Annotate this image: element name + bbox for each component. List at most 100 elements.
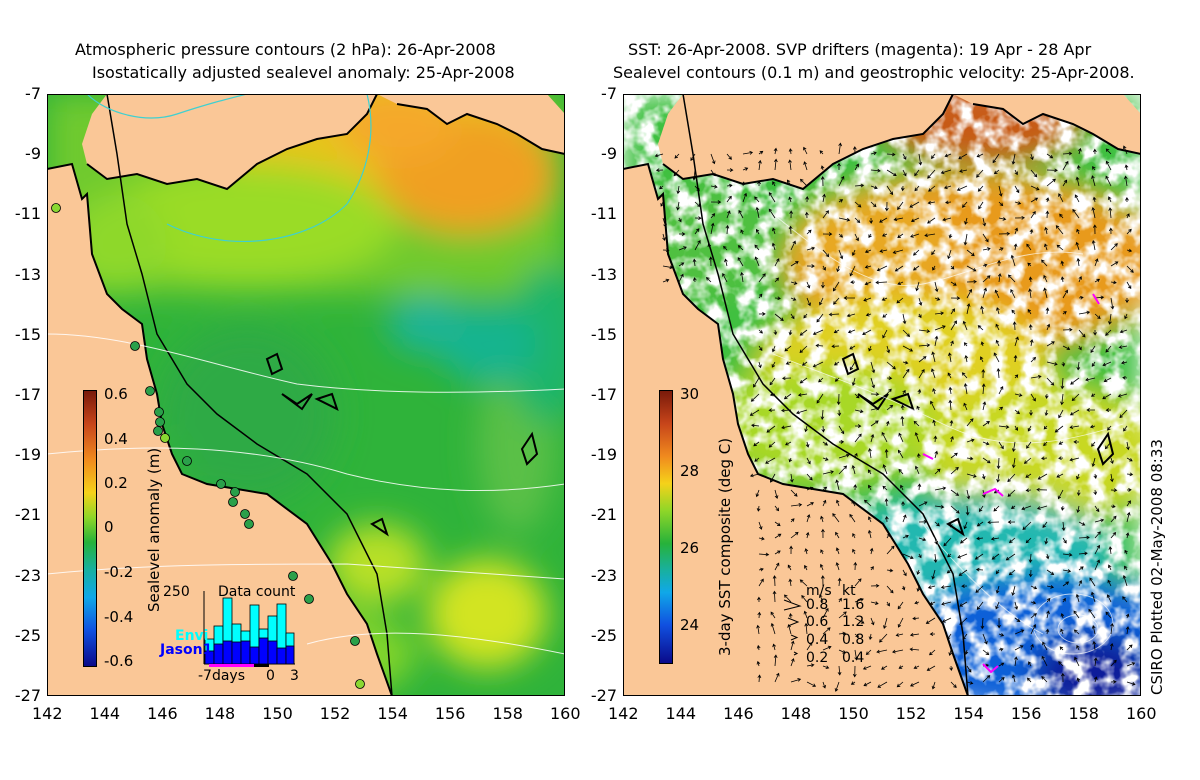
x-tick-label: 154: [953, 704, 984, 723]
velocity-arrow: [851, 500, 856, 507]
velocity-arrow: [976, 601, 984, 611]
velocity-arrow: [918, 356, 927, 363]
x-tick-label: 148: [204, 704, 236, 723]
velocity-arrow: [754, 256, 760, 267]
velocity-arrow: [749, 409, 760, 416]
velocity-arrow: [722, 273, 728, 283]
velocity-arrow: [864, 249, 872, 254]
velocity-arrow: [885, 420, 890, 427]
velocity-arrow: [676, 185, 681, 195]
velocity-arrow: [913, 665, 920, 669]
velocity-arrow: [1007, 473, 1016, 483]
velocity-arrow: [1091, 625, 1096, 635]
velocity-arrow: [822, 210, 829, 219]
velocity-arrow: [757, 674, 762, 683]
velocity-arrow: [932, 419, 936, 427]
x-tick-label: 156: [1010, 704, 1042, 723]
velocity-arrow: [875, 280, 888, 285]
velocity-arrow: [1028, 276, 1033, 283]
velocity-arrow: [1030, 210, 1036, 219]
velocity-arrow: [886, 601, 890, 607]
velocity-arrow: [806, 229, 812, 235]
velocity-arrow: [940, 169, 952, 175]
velocity-arrow: [838, 233, 844, 238]
velocity-arrow: [1058, 661, 1064, 667]
velocity-arrow: [897, 281, 904, 285]
velocity-arrow: [1105, 148, 1112, 155]
velocity-arrow: [804, 564, 808, 571]
velocity-arrow: [850, 681, 856, 685]
velocity-arrow: [931, 351, 936, 363]
velocity-arrow: [867, 529, 872, 539]
velocity-arrow: [783, 393, 792, 400]
velocity-arrow: [1046, 178, 1056, 187]
velocity-arrow: [772, 181, 776, 187]
velocity-arrow: [758, 552, 770, 557]
velocity-arrow: [870, 617, 875, 626]
velocity-arrow: [1030, 169, 1038, 178]
velocity-arrow: [1089, 577, 1096, 587]
velocity-legend-kt: 0.4: [842, 650, 865, 666]
velocity-arrow: [773, 329, 778, 336]
velocity-arrow: [901, 585, 906, 591]
velocity-arrow: [768, 441, 776, 448]
velocity-arrow: [925, 617, 936, 624]
velocity-arrow: [738, 209, 744, 219]
velocity-arrow: [1110, 488, 1118, 493]
velocity-arrow: [655, 168, 664, 173]
velocity-arrow: [835, 499, 840, 507]
velocity-arrow: [1041, 456, 1048, 461]
velocity-arrow: [1105, 345, 1112, 353]
velocity-arrow: [946, 569, 952, 574]
velocity-arrow: [934, 504, 945, 509]
velocity-arrow: [831, 344, 840, 349]
velocity-arrow: [821, 528, 825, 539]
velocity-arrow: [804, 622, 809, 635]
velocity-arrow: [820, 165, 825, 171]
left-cb-tick: 0: [104, 518, 114, 536]
velocity-arrow: [982, 275, 991, 283]
velocity-arrow: [849, 345, 856, 350]
velocity-arrow: [799, 345, 808, 354]
velocity-arrow: [757, 611, 762, 619]
velocity-arrow: [1056, 473, 1064, 478]
velocity-arrow: [710, 184, 718, 189]
velocity-arrow: [870, 433, 875, 443]
velocity-arrow: [818, 377, 824, 383]
velocity-arrow: [678, 273, 684, 283]
velocity-arrow: [774, 489, 779, 499]
velocity-arrow: [1103, 377, 1112, 383]
velocity-arrow: [1030, 613, 1037, 619]
velocity-arrow: [1091, 239, 1096, 251]
velocity-arrow: [726, 210, 731, 219]
velocity-arrow: [854, 578, 862, 587]
velocity-arrow: [853, 561, 858, 571]
velocity-arrow: [882, 313, 888, 318]
velocity-arrow: [790, 640, 795, 651]
velocity-arrow: [1110, 243, 1118, 251]
velocity-arrow: [710, 153, 716, 165]
velocity-arrow: [772, 575, 777, 587]
velocity-arrow: [740, 271, 744, 283]
velocity-arrow: [796, 409, 808, 415]
velocity-arrow: [662, 248, 670, 253]
velocity-arrow: [822, 441, 829, 446]
velocity-arrow: [1058, 441, 1064, 445]
velocity-arrow: [863, 681, 872, 687]
velocity-arrow: [772, 590, 777, 603]
velocity-arrow: [998, 425, 1010, 429]
velocity-arrow: [898, 449, 904, 459]
velocity-arrow: [850, 280, 856, 284]
velocity-arrow: [822, 232, 833, 236]
velocity-arrow: [918, 343, 931, 348]
velocity-arrow: [950, 308, 956, 315]
velocity-arrow: [934, 450, 939, 459]
velocity-arrow: [828, 312, 840, 317]
velocity-arrow: [1041, 259, 1048, 267]
velocity-arrow: [982, 633, 988, 645]
velocity-arrow: [673, 169, 680, 177]
velocity-arrow: [982, 247, 991, 251]
velocity-arrow: [1118, 345, 1128, 349]
velocity-arrow: [1076, 473, 1080, 480]
velocity-arrow: [820, 575, 825, 587]
